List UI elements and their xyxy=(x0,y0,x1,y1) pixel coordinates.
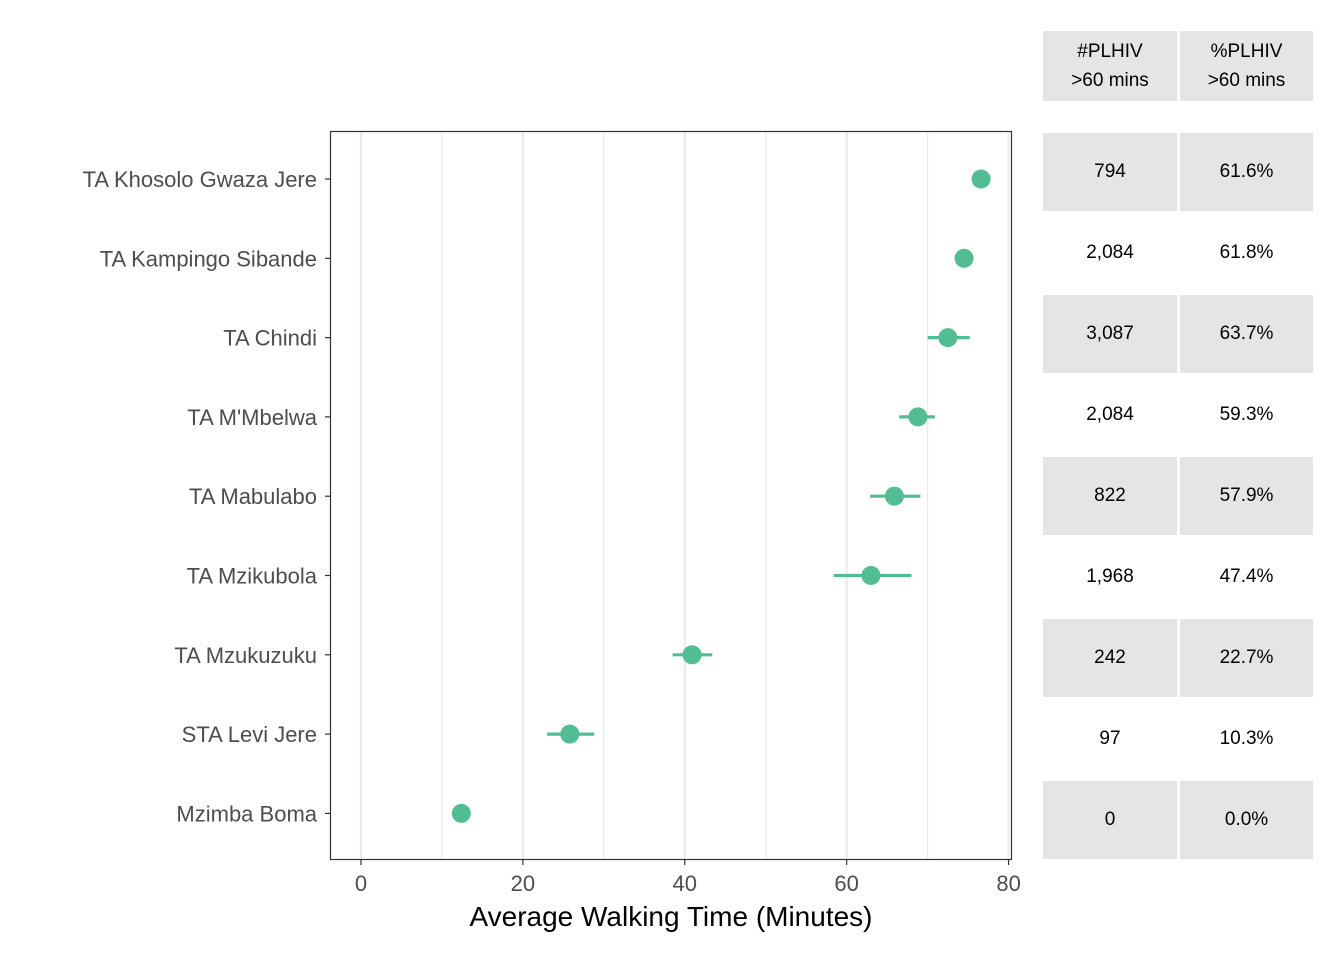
x-tick-label: 40 xyxy=(673,871,697,896)
table-cell: 47.4% xyxy=(1219,566,1274,587)
table-cell: 0.0% xyxy=(1180,781,1313,859)
data-point xyxy=(861,566,881,585)
y-category-label: TA M'Mbelwa xyxy=(187,405,317,430)
table-cell: 822 xyxy=(1043,457,1177,535)
table-header-cell: #PLHIV >60 mins xyxy=(1043,31,1177,101)
data-point xyxy=(884,486,904,506)
y-axis: TA Khosolo Gwaza Jere TA Kampingo Sibande… xyxy=(83,167,331,826)
x-tick-label: 80 xyxy=(996,871,1020,896)
x-tick-label: 0 xyxy=(355,871,367,896)
y-category-label: STA Levi Jere xyxy=(182,722,317,747)
y-category-label: TA Khosolo Gwaza Jere xyxy=(83,167,317,192)
table-cell: 3,087 xyxy=(1043,295,1177,373)
x-axis: 0 20 40 60 80 xyxy=(355,859,1021,896)
header-line-1: #PLHIV xyxy=(1077,41,1143,62)
data-point xyxy=(908,407,928,427)
data-points xyxy=(451,169,991,823)
y-category-label: TA Mzikubola xyxy=(187,564,318,589)
plot-panel-border xyxy=(329,130,1013,861)
table-cell: 0 xyxy=(1043,781,1177,859)
data-point xyxy=(682,645,702,665)
data-point xyxy=(560,724,580,744)
error-bars xyxy=(547,336,970,736)
table-cell: 22.7% xyxy=(1180,619,1313,697)
data-point xyxy=(938,328,958,348)
y-category-label: TA Kampingo Sibande xyxy=(100,246,317,271)
y-category-label: Mzimba Boma xyxy=(176,801,317,826)
table-cell: 1,968 xyxy=(1086,566,1134,587)
table-cell: 2,084 xyxy=(1086,242,1134,263)
table-cell: 61.6% xyxy=(1180,133,1313,211)
table-cell: 59.3% xyxy=(1219,404,1274,425)
x-tick-label: 20 xyxy=(511,871,535,896)
header-line-1: %PLHIV xyxy=(1210,41,1283,62)
x-tick-label: 60 xyxy=(834,871,858,896)
table-cell: 2,084 xyxy=(1086,404,1134,425)
table-cell: 57.9% xyxy=(1180,457,1313,535)
table-cell: 10.3% xyxy=(1219,728,1274,749)
data-point xyxy=(971,169,991,189)
table-cell: 63.7% xyxy=(1180,295,1313,373)
y-category-label: TA Chindi xyxy=(223,326,317,351)
x-axis-title: Average Walking Time (Minutes) xyxy=(469,901,872,932)
data-point xyxy=(451,803,471,823)
y-category-label: TA Mabulabo xyxy=(189,484,317,509)
table-cell: 794 xyxy=(1043,133,1177,211)
table-cell: 242 xyxy=(1043,619,1177,697)
data-point xyxy=(954,248,974,268)
header-line-2: >60 mins xyxy=(1071,70,1149,91)
table-cell: 61.8% xyxy=(1219,242,1274,263)
grid-lines xyxy=(359,132,1010,859)
table-cell: 97 xyxy=(1099,728,1121,749)
header-line-2: >60 mins xyxy=(1207,70,1286,91)
y-category-label: TA Mzukuzuku xyxy=(174,643,317,668)
table-header-cell: %PLHIV >60 mins xyxy=(1180,31,1313,101)
